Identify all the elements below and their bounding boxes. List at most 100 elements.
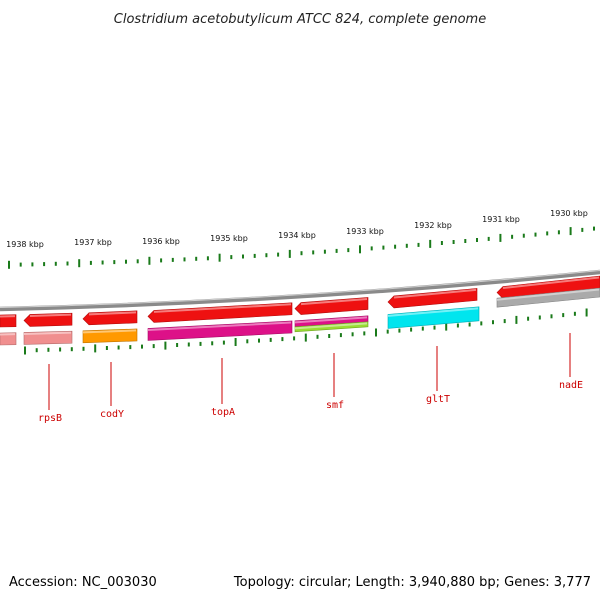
upper-tick <box>581 227 584 232</box>
upper-tick <box>557 230 560 235</box>
scale-labels: 1938 kbp 1937 kbp 1936 kbp 1935 kbp 1934 kbp… <box>6 209 588 249</box>
forward-cds-arrow <box>294 297 369 315</box>
upper-tick <box>370 246 373 251</box>
upper-tick <box>66 261 69 266</box>
upper-tick <box>43 262 46 267</box>
upper-tick <box>31 262 34 267</box>
lower-tick <box>328 334 331 338</box>
reverse-features <box>0 287 600 346</box>
reverse-feature <box>147 320 293 341</box>
upper-tick <box>487 236 490 241</box>
upper-tick <box>277 252 280 257</box>
upper-tick <box>89 260 92 265</box>
kbp-scale-label: 1936 kbp <box>142 237 180 246</box>
reverse-feature <box>0 332 17 346</box>
lower-tick <box>468 322 471 327</box>
lower-tick <box>24 346 26 355</box>
lower-tick <box>550 314 553 319</box>
lower-tick <box>258 338 260 343</box>
upper-tick <box>171 257 174 262</box>
lower-tick <box>281 337 284 342</box>
lower-tick <box>35 348 38 353</box>
lower-tick <box>445 322 448 331</box>
gene-label-gltT: gltT <box>426 394 450 405</box>
lower-tick <box>211 341 214 346</box>
gene-labels: rpsB codY topA smf gltT nadE <box>38 333 583 424</box>
genome-summary-text: Topology: circular; Length: 3,940,880 bp… <box>233 575 591 590</box>
reverse-feature-highlight <box>294 316 368 324</box>
forward-cds-arrow-highlight <box>88 311 137 316</box>
upper-tick <box>335 248 338 253</box>
kbp-scale-label: 1937 kbp <box>74 238 112 247</box>
genome-backbone <box>0 269 600 312</box>
upper-tick <box>54 261 57 266</box>
genome-backbone-highlight <box>0 270 600 308</box>
upper-tick <box>546 231 549 236</box>
upper-tick <box>78 259 81 268</box>
upper-tick <box>242 254 244 259</box>
upper-tick <box>569 227 572 236</box>
upper-tick <box>511 234 514 239</box>
lower-tick <box>527 316 530 321</box>
lower-tick <box>199 341 202 346</box>
lower-tick <box>316 334 319 339</box>
forward-cds-arrow-highlight <box>29 313 72 317</box>
accession-text: Accession: NC_003030 <box>9 575 157 590</box>
lower-tick <box>152 344 155 349</box>
upper-tick <box>230 255 233 260</box>
upper-tick <box>534 232 537 237</box>
lower-tick <box>585 308 588 317</box>
reverse-feature-highlight <box>387 307 479 317</box>
lower-tick <box>375 328 377 337</box>
upper-tick <box>476 238 478 242</box>
lower-tick <box>538 315 541 320</box>
lower-tick <box>456 323 459 328</box>
upper-tick <box>8 260 10 269</box>
kbp-scale-label: 1938 kbp <box>6 240 44 249</box>
forward-cds-arrow-highlight <box>153 303 292 313</box>
lower-tick <box>176 343 179 347</box>
upper-tick <box>394 244 397 249</box>
reverse-feature-highlight <box>294 322 368 330</box>
upper-tick <box>125 259 127 264</box>
upper-tick <box>265 253 268 258</box>
lower-tick <box>480 321 483 326</box>
upper-tick <box>113 260 116 265</box>
forward-cds-arrow-highlight <box>300 297 368 306</box>
lower-tick <box>304 333 307 342</box>
lower-tick <box>94 344 97 353</box>
lower-tick <box>105 346 108 350</box>
upper-tick <box>382 245 385 250</box>
lower-tick <box>59 347 62 352</box>
lower-tick <box>129 345 132 350</box>
forward-cds-arrow <box>147 302 293 323</box>
map-title: Clostridium acetobutylicum ATCC 824, com… <box>114 12 486 27</box>
upper-tick <box>160 258 163 263</box>
upper-tick <box>136 259 139 264</box>
upper-tick <box>593 226 595 231</box>
upper-tick <box>19 262 22 267</box>
upper-tick <box>312 250 315 255</box>
gene-label-topA: topA <box>211 407 235 418</box>
forward-cds-arrow-highlight <box>393 288 477 299</box>
lower-tick <box>164 341 167 350</box>
gene-label-rpsB: rpsB <box>38 413 62 424</box>
lower-tick <box>363 331 366 336</box>
lower-tick <box>503 319 506 324</box>
kbp-scale-label: 1933 kbp <box>346 227 384 236</box>
lower-tick <box>562 313 565 318</box>
lower-tick <box>47 347 50 352</box>
upper-tick <box>183 257 186 262</box>
upper-tick <box>253 253 256 258</box>
lower-tick <box>82 346 85 351</box>
tick-marks <box>8 226 595 355</box>
lower-tick <box>351 332 354 337</box>
gene-label-nadE: nadE <box>559 380 583 391</box>
upper-tick <box>347 248 350 253</box>
upper-tick <box>300 251 303 256</box>
upper-tick <box>218 253 221 262</box>
reverse-feature <box>387 306 480 329</box>
forward-cds-arrow-highlight <box>502 276 600 290</box>
upper-tick <box>288 249 291 258</box>
